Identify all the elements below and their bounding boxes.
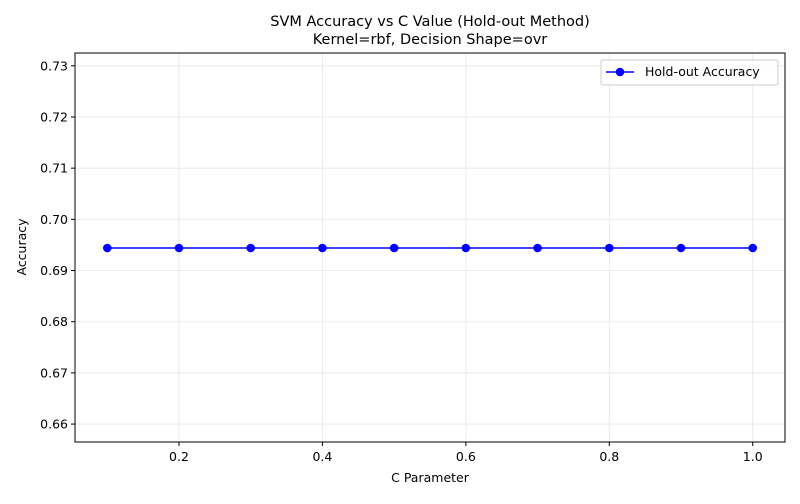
legend-marker-sample — [615, 67, 625, 77]
data-point — [102, 243, 112, 253]
data-point — [533, 243, 542, 253]
series-markers — [102, 243, 758, 253]
y-tick-label: 0.71 — [40, 161, 68, 176]
y-tick-label: 0.66 — [40, 417, 68, 432]
legend-label: Hold-out Accuracy — [645, 64, 760, 79]
x-tick-label: 0.4 — [312, 449, 332, 464]
x-tick-label: 0.6 — [456, 449, 476, 464]
data-point — [318, 243, 327, 253]
x-axis-ticks: 0.2 0.4 0.6 0.8 1.0 — [169, 442, 763, 464]
x-tick-label: 1.0 — [743, 449, 763, 464]
y-tick-label: 0.73 — [40, 58, 68, 73]
data-point — [748, 243, 758, 253]
y-tick-label: 0.72 — [40, 109, 68, 124]
data-point — [174, 243, 184, 253]
data-point — [604, 243, 614, 253]
y-tick-label: 0.70 — [40, 212, 68, 227]
plot-area-frame — [74, 52, 786, 443]
data-point — [676, 243, 686, 253]
y-axis-label: Accuracy — [14, 218, 29, 276]
data-point — [461, 243, 471, 253]
chart-title: SVM Accuracy vs C Value (Hold-out Method… — [270, 14, 590, 30]
chart-subtitle: Kernel=rbf, Decision Shape=ovr — [313, 32, 548, 48]
y-tick-label: 0.69 — [40, 263, 68, 278]
x-axis-label: C Parameter — [391, 470, 470, 485]
y-tick-label: 0.67 — [40, 365, 68, 380]
x-tick-label: 0.2 — [169, 449, 189, 464]
legend: Hold-out Accuracy — [600, 59, 779, 86]
legend-box — [600, 59, 779, 86]
y-tick-label: 0.68 — [40, 314, 68, 329]
data-point — [389, 243, 399, 253]
data-point — [246, 243, 256, 253]
x-tick-label: 0.8 — [599, 449, 619, 464]
y-axis-ticks: 0.66 0.67 0.68 0.69 0.70 0.71 0.72 0.73 — [40, 58, 75, 432]
